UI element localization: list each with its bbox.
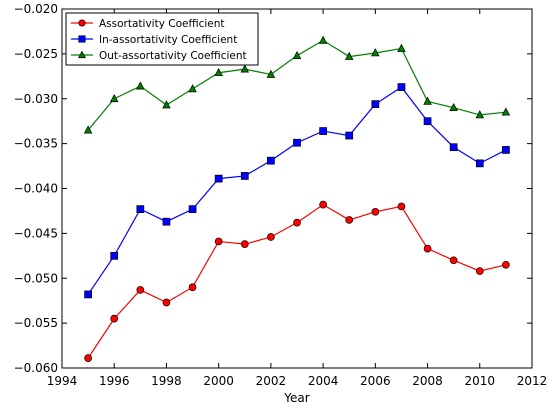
- data-point: [344, 51, 354, 60]
- x-axis-title: Year: [283, 391, 309, 405]
- data-point: [84, 290, 92, 299]
- y-tick-label: −0.060: [14, 361, 58, 375]
- y-tick-label: −0.020: [14, 2, 58, 16]
- y-tick-label: −0.040: [14, 182, 58, 196]
- plot-area-frame: [61, 8, 533, 369]
- data-point: [371, 48, 380, 57]
- data-point: [397, 43, 406, 52]
- data-point: [162, 298, 171, 307]
- data-point: [501, 107, 511, 116]
- y-tick-label: −0.055: [14, 316, 58, 330]
- legend-box: [65, 12, 259, 66]
- data-point: [267, 156, 275, 165]
- x-tick-label: 2008: [412, 374, 443, 388]
- data-point: [267, 233, 275, 241]
- y-tick-label: −0.035: [14, 137, 58, 151]
- x-tick-label: 2000: [203, 374, 234, 388]
- legend-marker: [78, 35, 86, 43]
- x-tick-label: 1998: [151, 374, 182, 388]
- series-line: [87, 86, 507, 295]
- data-point: [371, 207, 380, 216]
- data-point: [240, 240, 249, 248]
- data-point: [109, 93, 119, 103]
- legend-marker: [78, 19, 86, 27]
- data-point: [188, 84, 197, 93]
- legend-marker: [78, 50, 86, 59]
- data-point: [423, 117, 432, 126]
- data-point: [292, 50, 302, 59]
- legend-item: In-assortativity Coefficient: [71, 34, 237, 46]
- series-1: [84, 200, 510, 362]
- data-point: [266, 69, 276, 78]
- x-tick-label: 2002: [256, 374, 287, 388]
- data-point: [110, 251, 119, 260]
- legend-label: Assortativity Coefficient: [99, 18, 225, 30]
- y-tick-label: −0.050: [14, 271, 58, 285]
- legend-label: Out-assortativity Coefficient: [99, 50, 247, 62]
- y-tick-label: −0.045: [14, 226, 58, 240]
- data-point: [502, 146, 510, 154]
- series-line: [87, 203, 507, 359]
- x-tick-label: 2006: [360, 374, 391, 388]
- series-3: [83, 35, 511, 134]
- data-point: [475, 110, 485, 119]
- data-point: [475, 159, 484, 168]
- data-point: [449, 102, 458, 112]
- legend-item: Out-assortativity Coefficient: [71, 50, 247, 62]
- data-point: [188, 283, 197, 292]
- data-point: [319, 127, 327, 135]
- data-point: [475, 267, 484, 275]
- data-point: [502, 260, 510, 269]
- data-point: [449, 143, 458, 152]
- y-tick-label: −0.030: [14, 92, 58, 106]
- data-point: [110, 314, 119, 323]
- data-point: [423, 96, 432, 105]
- legend: Assortativity Coefficient In-assortativit…: [65, 12, 259, 66]
- data-point: [319, 200, 327, 209]
- data-point: [345, 216, 354, 224]
- data-point: [214, 174, 223, 183]
- data-point: [293, 138, 301, 147]
- data-point: [214, 237, 223, 246]
- x-tick-label: 1994: [47, 374, 78, 388]
- data-point: [136, 205, 145, 213]
- series-layer: [83, 35, 511, 362]
- data-point: [214, 67, 223, 77]
- data-point: [83, 125, 93, 134]
- data-point: [423, 244, 432, 253]
- data-point: [84, 354, 92, 362]
- data-point: [397, 83, 406, 91]
- x-tick-label: 2004: [308, 374, 339, 388]
- data-point: [162, 100, 171, 109]
- data-point: [188, 205, 197, 213]
- data-point: [240, 64, 250, 73]
- y-tick-label: −0.025: [14, 47, 58, 61]
- data-point: [371, 100, 380, 108]
- tick-labels: 1994 1996 1998 2000 2002 2004 2006 2008 2010 2012…: [14, 2, 547, 388]
- legend-item: Assortativity Coefficient: [71, 18, 225, 30]
- data-point: [162, 217, 171, 226]
- x-tick-label: 1996: [99, 374, 130, 388]
- series-2: [84, 83, 510, 299]
- data-point: [345, 131, 354, 140]
- data-point: [136, 81, 145, 90]
- data-point: [318, 35, 328, 44]
- data-point: [240, 172, 249, 180]
- data-point: [449, 256, 458, 265]
- data-point: [293, 218, 301, 227]
- data-point: [397, 202, 406, 211]
- legend-label: In-assortativity Coefficient: [99, 34, 237, 46]
- x-tick-label: 2010: [465, 374, 496, 388]
- x-tick-label: 2012: [517, 374, 547, 388]
- data-point: [136, 286, 145, 294]
